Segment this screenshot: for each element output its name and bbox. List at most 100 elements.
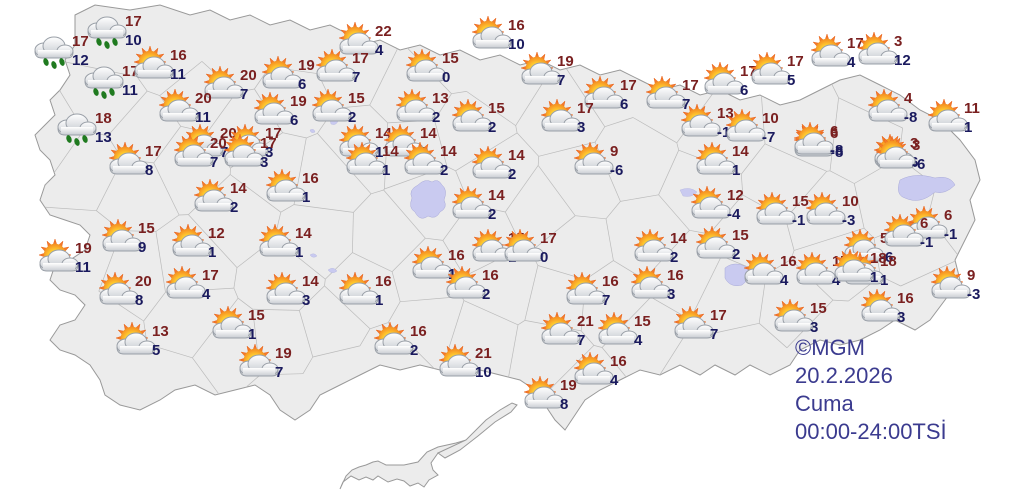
svg-text:16: 16: [667, 267, 684, 284]
svg-text:6: 6: [290, 112, 298, 129]
svg-text:16: 16: [302, 170, 319, 187]
svg-text:4: 4: [780, 272, 789, 289]
svg-text:1: 1: [382, 162, 390, 179]
svg-text:17: 17: [145, 143, 162, 160]
svg-text:2: 2: [230, 199, 238, 216]
svg-text:-6: -6: [912, 156, 925, 173]
svg-text:16: 16: [482, 267, 499, 284]
svg-text:19: 19: [290, 93, 307, 110]
svg-text:10: 10: [842, 193, 859, 210]
svg-text:2: 2: [410, 342, 418, 359]
svg-text:-8: -8: [830, 142, 843, 159]
svg-text:16: 16: [610, 353, 627, 370]
svg-text:4: 4: [375, 42, 384, 59]
svg-text:20.2.2026: 20.2.2026: [795, 363, 893, 388]
svg-text:10: 10: [762, 110, 779, 127]
svg-text:3: 3: [302, 292, 310, 309]
svg-text:2: 2: [488, 206, 496, 223]
svg-text:Cuma: Cuma: [795, 391, 854, 416]
svg-text:20: 20: [240, 67, 257, 84]
svg-text:7: 7: [577, 332, 585, 349]
svg-text:17: 17: [682, 77, 699, 94]
svg-text:6: 6: [740, 82, 748, 99]
svg-text:-1: -1: [920, 234, 933, 251]
svg-text:15: 15: [792, 193, 809, 210]
svg-text:11: 11: [170, 66, 186, 83]
svg-text:0: 0: [442, 69, 450, 86]
svg-text:14: 14: [295, 225, 312, 242]
svg-text:4: 4: [634, 332, 643, 349]
svg-text:9: 9: [610, 143, 618, 160]
svg-text:15: 15: [488, 100, 505, 117]
svg-text:10: 10: [475, 364, 492, 381]
svg-text:3: 3: [912, 137, 920, 154]
svg-text:14: 14: [420, 125, 437, 142]
svg-text:11: 11: [122, 82, 138, 99]
svg-text:6: 6: [920, 215, 928, 232]
svg-text:3: 3: [260, 154, 268, 171]
svg-text:19: 19: [75, 240, 92, 257]
svg-text:2: 2: [432, 109, 440, 126]
svg-text:14: 14: [302, 273, 319, 290]
svg-text:19: 19: [560, 377, 577, 394]
svg-text:14: 14: [508, 147, 525, 164]
svg-text:22: 22: [375, 23, 392, 40]
svg-text:18: 18: [95, 110, 112, 127]
svg-text:8: 8: [145, 162, 153, 179]
svg-text:4: 4: [847, 54, 856, 71]
svg-text:3: 3: [897, 309, 905, 326]
svg-text:19: 19: [275, 345, 292, 362]
svg-text:9: 9: [138, 239, 146, 256]
svg-text:1: 1: [964, 119, 972, 136]
svg-text:14: 14: [488, 187, 505, 204]
svg-text:11: 11: [195, 109, 211, 126]
svg-text:7: 7: [240, 86, 248, 103]
svg-text:7: 7: [210, 154, 218, 171]
svg-text:18: 18: [870, 250, 887, 267]
svg-text:13: 13: [152, 323, 169, 340]
svg-text:4: 4: [610, 372, 619, 389]
svg-text:8: 8: [560, 396, 568, 413]
svg-text:1: 1: [302, 189, 310, 206]
svg-text:13: 13: [95, 129, 112, 146]
svg-text:16: 16: [170, 47, 187, 64]
svg-text:19: 19: [298, 57, 315, 74]
svg-text:7: 7: [557, 72, 565, 89]
svg-text:16: 16: [897, 290, 914, 307]
svg-text:8: 8: [135, 292, 143, 309]
svg-text:17: 17: [577, 100, 594, 117]
svg-text:©MGM: ©MGM: [795, 335, 865, 360]
svg-text:2: 2: [732, 246, 740, 263]
svg-text:15: 15: [634, 313, 651, 330]
svg-text:10: 10: [125, 32, 142, 49]
svg-text:7: 7: [602, 292, 610, 309]
svg-text:6: 6: [830, 123, 838, 140]
svg-text:-3: -3: [842, 212, 855, 229]
svg-text:9: 9: [967, 267, 975, 284]
svg-text:21: 21: [577, 313, 594, 330]
svg-text:21: 21: [475, 345, 492, 362]
svg-text:6: 6: [944, 207, 952, 224]
svg-text:0: 0: [540, 249, 548, 266]
svg-text:10: 10: [508, 36, 525, 53]
svg-text:-6: -6: [610, 162, 623, 179]
svg-text:16: 16: [410, 323, 427, 340]
svg-text:14: 14: [440, 143, 457, 160]
svg-text:-7: -7: [762, 129, 775, 146]
svg-text:17: 17: [847, 35, 864, 52]
svg-text:1: 1: [208, 244, 216, 261]
svg-text:5: 5: [787, 72, 795, 89]
svg-text:15: 15: [138, 220, 155, 237]
svg-text:17: 17: [540, 230, 557, 247]
svg-text:3: 3: [810, 319, 818, 336]
svg-text:3: 3: [667, 286, 675, 303]
svg-text:15: 15: [442, 50, 459, 67]
svg-text:6: 6: [298, 76, 306, 93]
svg-text:17: 17: [260, 135, 277, 152]
svg-text:19: 19: [557, 53, 574, 70]
svg-text:16: 16: [375, 273, 392, 290]
svg-text:13: 13: [432, 90, 449, 107]
svg-text:4: 4: [202, 286, 211, 303]
svg-text:2: 2: [488, 119, 496, 136]
svg-text:7: 7: [682, 96, 690, 113]
